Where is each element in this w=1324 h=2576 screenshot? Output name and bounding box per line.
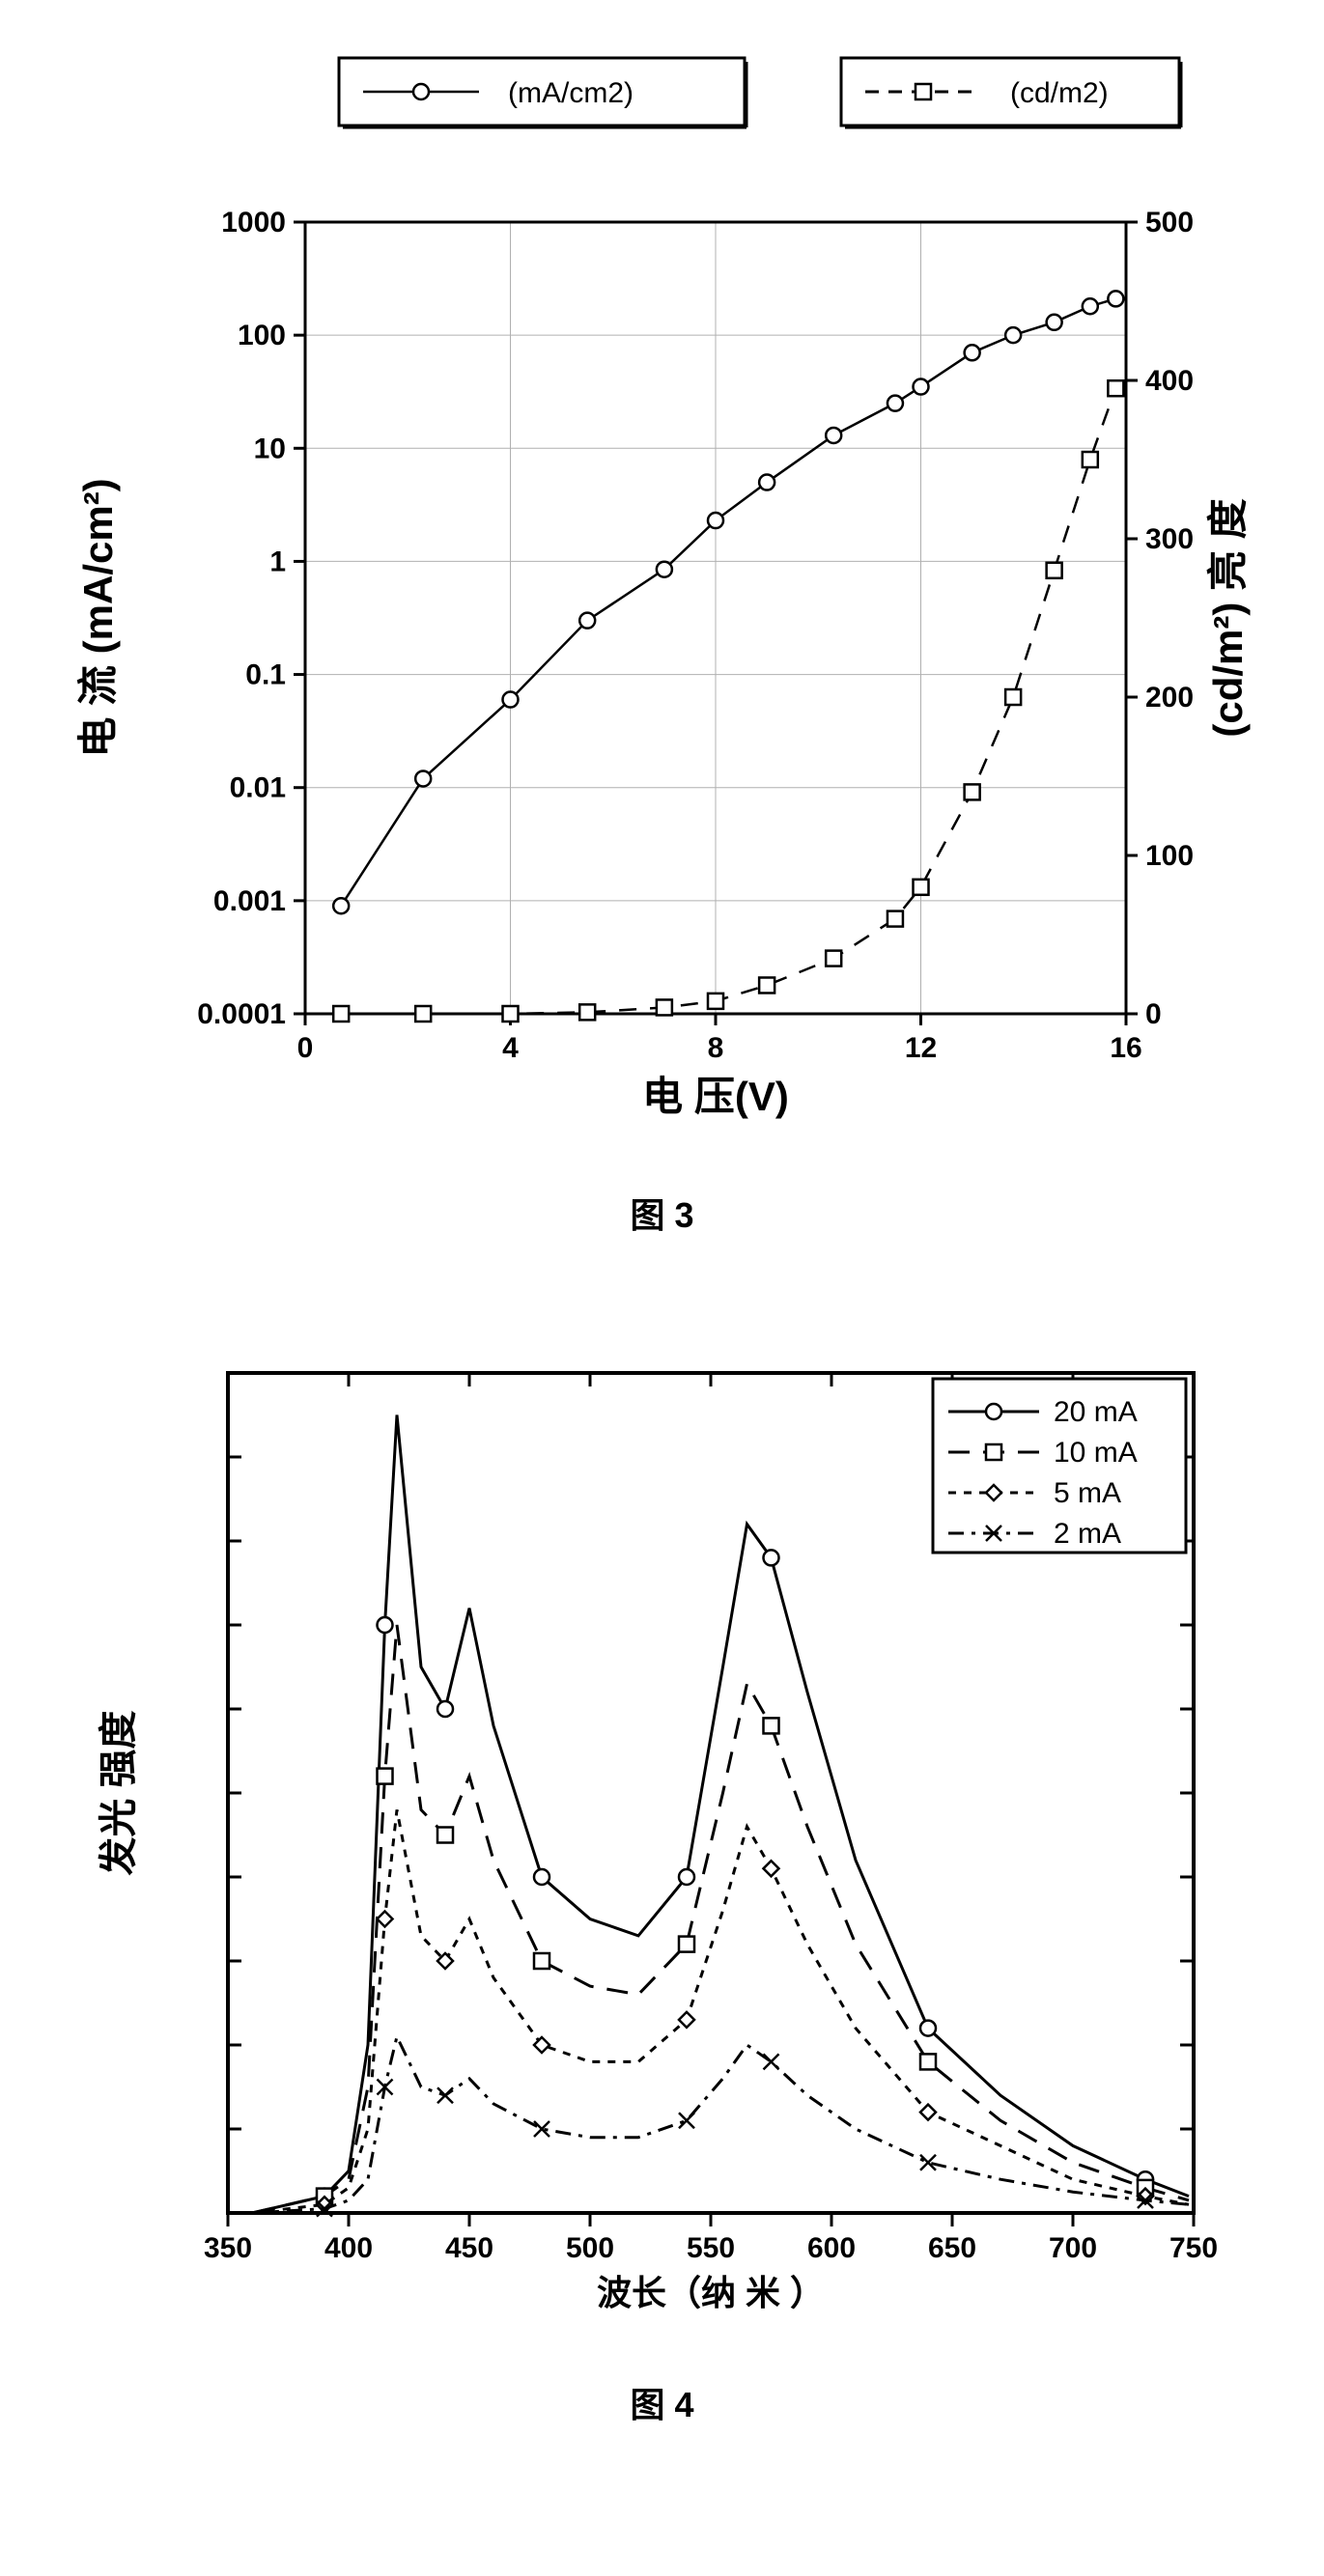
svg-text:(mA/cm2): (mA/cm2) bbox=[508, 77, 634, 109]
svg-text:4: 4 bbox=[502, 1032, 519, 1064]
svg-text:0.1: 0.1 bbox=[245, 659, 286, 691]
svg-text:200: 200 bbox=[1145, 682, 1194, 714]
svg-text:650: 650 bbox=[927, 2232, 975, 2264]
svg-text:电 压(V): 电 压(V) bbox=[642, 1074, 789, 1119]
svg-text:100: 100 bbox=[1145, 840, 1194, 872]
svg-text:700: 700 bbox=[1048, 2232, 1096, 2264]
svg-text:0: 0 bbox=[296, 1032, 313, 1064]
svg-text:1: 1 bbox=[269, 546, 286, 577]
svg-text:2 mA: 2 mA bbox=[1054, 1518, 1121, 1550]
svg-text:10 mA: 10 mA bbox=[1054, 1437, 1138, 1469]
svg-text:波长（纳 米 ）: 波长（纳 米 ） bbox=[596, 2273, 824, 2312]
svg-text:发光 强度: 发光 强度 bbox=[98, 1710, 140, 1875]
caption-figure-3: 图 3 bbox=[54, 1188, 1271, 1238]
chart-figure-3: (mA/cm2) (cd/m2) 0.0001 0.001 0.01 0.1 1 10 100 1… bbox=[54, 39, 1271, 1159]
svg-text:0.001: 0.001 bbox=[212, 885, 285, 917]
svg-text:550: 550 bbox=[686, 2232, 734, 2264]
svg-text:500: 500 bbox=[1145, 207, 1194, 238]
svg-text:20 mA: 20 mA bbox=[1054, 1396, 1138, 1428]
svg-text:450: 450 bbox=[444, 2232, 493, 2264]
svg-text:(cd/m2): (cd/m2) bbox=[1010, 77, 1109, 109]
caption-figure-4: 图 4 bbox=[54, 2377, 1271, 2427]
svg-text:1000: 1000 bbox=[221, 207, 286, 238]
svg-text:8: 8 bbox=[707, 1032, 723, 1064]
svg-text:350: 350 bbox=[203, 2232, 251, 2264]
svg-text:12: 12 bbox=[904, 1032, 936, 1064]
svg-text:100: 100 bbox=[237, 320, 285, 351]
chart-figure-4: 350 400 450 500 550 600 650 700 750 20 mA 10 mA 5 m… bbox=[54, 1315, 1271, 2348]
svg-text:0: 0 bbox=[1145, 998, 1162, 1030]
svg-text:300: 300 bbox=[1145, 523, 1194, 555]
svg-text:0.0001: 0.0001 bbox=[197, 998, 286, 1030]
svg-text:600: 600 bbox=[806, 2232, 855, 2264]
svg-text:750: 750 bbox=[1169, 2232, 1217, 2264]
figure-4: 350 400 450 500 550 600 650 700 750 20 mA 10 mA 5 m… bbox=[54, 1315, 1271, 2427]
svg-text:400: 400 bbox=[1145, 365, 1194, 397]
figure-3: (mA/cm2) (cd/m2) 0.0001 0.001 0.01 0.1 1 10 100 1… bbox=[54, 39, 1271, 1238]
svg-text:400: 400 bbox=[324, 2232, 372, 2264]
svg-text:0.01: 0.01 bbox=[229, 772, 285, 804]
svg-text:(cd/m²) 亮 度: (cd/m²) 亮 度 bbox=[1205, 498, 1251, 737]
svg-text:5 mA: 5 mA bbox=[1054, 1477, 1121, 1509]
svg-text:电 流 (mA/cm²): 电 流 (mA/cm²) bbox=[75, 478, 121, 757]
svg-text:16: 16 bbox=[1110, 1032, 1141, 1064]
svg-text:500: 500 bbox=[565, 2232, 613, 2264]
svg-text:10: 10 bbox=[253, 433, 285, 464]
